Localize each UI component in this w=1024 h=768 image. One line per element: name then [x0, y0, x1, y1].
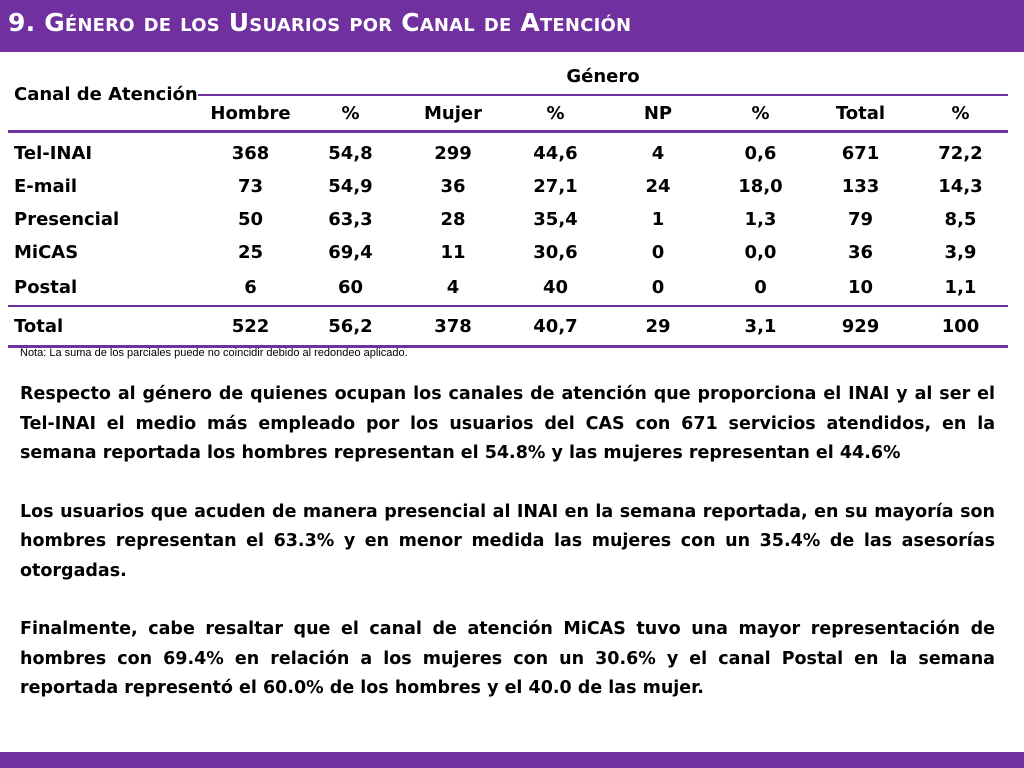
table-cell: 368: [231, 143, 270, 164]
table-cell: 0: [713, 269, 808, 307]
column-header: Hombre: [198, 95, 303, 133]
table-cell: 56,2: [303, 306, 398, 348]
table-cell: 25: [237, 242, 264, 263]
footer-bar: [0, 752, 1024, 768]
gender-table-container: Canal de Atención Género Hombre % Mujer …: [8, 58, 1008, 348]
table-cell: 44,6: [533, 143, 578, 164]
table-cell: 24: [645, 176, 671, 197]
table-row: MiCAS 25 69,4 11 30,6 0 0,0 36 3,9: [8, 236, 1008, 269]
table-cell: 3,9: [944, 242, 977, 263]
table-row: Postal 6 60 4 40 0 0 10 1,1: [8, 269, 1008, 307]
header-genero: Género: [198, 58, 1008, 96]
table-cell: 6: [198, 269, 303, 307]
table-cell: 72,2: [938, 143, 983, 164]
table-cell: 100: [913, 306, 1008, 348]
table-cell: 40,7: [508, 306, 603, 348]
header-canal: Canal de Atención: [8, 58, 198, 133]
row-label: Total: [8, 306, 198, 348]
table-cell: 133: [841, 176, 880, 197]
column-header: %: [713, 95, 808, 133]
table-cell: 27,1: [533, 176, 578, 197]
page-title: 9. Género de los Usuarios por Canal de A…: [8, 8, 632, 37]
table-cell: 50: [237, 209, 264, 230]
column-header: %: [913, 95, 1008, 133]
table-cell: 0: [651, 242, 665, 263]
table-cell: 929: [808, 306, 913, 348]
row-label: E-mail: [14, 176, 78, 197]
table-cell: 79: [847, 209, 874, 230]
column-header: Mujer: [398, 95, 508, 133]
table-row: E-mail 73 54,9 36 27,1 24 18,0 133 14,3: [8, 170, 1008, 203]
table-cell: 4: [651, 143, 665, 164]
gender-by-channel-table: Canal de Atención Género Hombre % Mujer …: [8, 58, 1008, 348]
table-cell: 522: [198, 306, 303, 348]
table-cell: 0,0: [744, 242, 777, 263]
table-cell: 28: [440, 209, 466, 230]
table-cell: 671: [841, 143, 880, 164]
table-cell: 60: [303, 269, 398, 307]
table-cell: 36: [847, 242, 874, 263]
table-row-total: Total 522 56,2 378 40,7 29 3,1 929 100: [8, 306, 1008, 348]
column-header: Total: [808, 95, 913, 133]
row-label: Presencial: [14, 209, 120, 230]
table-cell: 69,4: [328, 242, 373, 263]
table-cell: 18,0: [738, 176, 783, 197]
paragraph: Los usuarios que acuden de manera presen…: [20, 501, 995, 581]
row-label: Tel-INAI: [14, 143, 93, 164]
table-cell: 11: [440, 242, 466, 263]
table-cell: 14,3: [938, 176, 983, 197]
table-cell: 54,8: [328, 143, 373, 164]
table-cell: 10: [808, 269, 913, 307]
table-cell: 73: [237, 176, 264, 197]
table-cell: 1: [651, 209, 665, 230]
body-text: Respecto al género de quienes ocupan los…: [20, 380, 995, 733]
table-cell: 3,1: [713, 306, 808, 348]
table-cell: 378: [398, 306, 508, 348]
table-cell: 36: [440, 176, 466, 197]
title-bar: 9. Género de los Usuarios por Canal de A…: [0, 0, 1024, 52]
table-cell: 1,3: [744, 209, 777, 230]
table-cell: 54,9: [328, 176, 373, 197]
row-label: Postal: [8, 269, 198, 307]
table-row: Tel-INAI 368 54,8 299 44,6 4 0,6 671 72,…: [8, 132, 1008, 171]
table-cell: 35,4: [533, 209, 578, 230]
table-cell: 40: [508, 269, 603, 307]
table-row: Presencial 50 63,3 28 35,4 1 1,3 79 8,5: [8, 203, 1008, 236]
table-cell: 1,1: [913, 269, 1008, 307]
column-header: NP: [603, 95, 713, 133]
table-cell: 30,6: [533, 242, 578, 263]
paragraph: Respecto al género de quienes ocupan los…: [20, 384, 995, 463]
table-cell: 4: [398, 269, 508, 307]
row-label: MiCAS: [14, 242, 79, 263]
column-header: %: [508, 95, 603, 133]
table-note: Nota: La suma de los parciales puede no …: [20, 347, 408, 359]
table-cell: 8,5: [944, 209, 977, 230]
table-cell: 63,3: [328, 209, 373, 230]
table-cell: 0,6: [744, 143, 777, 164]
paragraph: Finalmente, cabe resaltar que el canal d…: [20, 619, 995, 698]
table-cell: 0: [603, 269, 713, 307]
table-cell: 29: [603, 306, 713, 348]
table-cell: 299: [434, 143, 472, 164]
column-header: %: [303, 95, 398, 133]
